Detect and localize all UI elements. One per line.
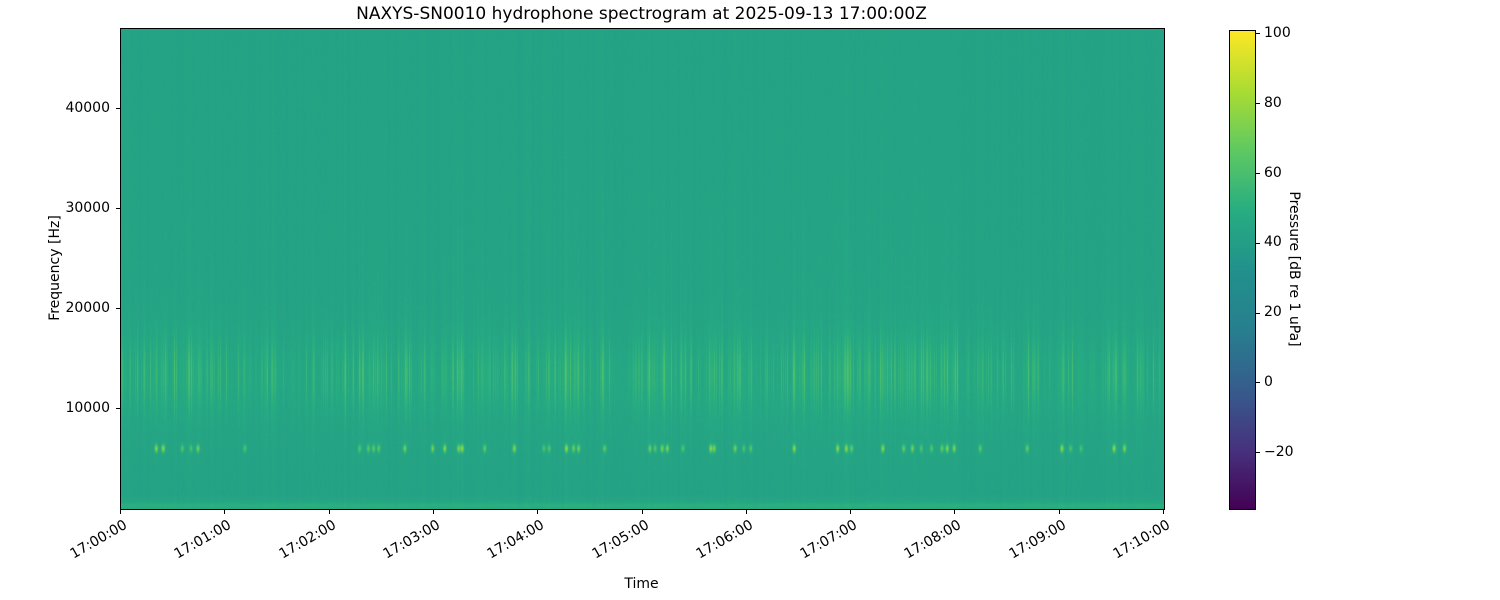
colorbar-tick (1256, 382, 1260, 384)
colorbar-tick-label: 60 (1264, 164, 1282, 181)
x-axis-tick (328, 510, 330, 514)
colorbar-tick-label: −20 (1264, 443, 1294, 460)
x-axis-tick (850, 510, 852, 514)
plot-title: NAXYS-SN0010 hydrophone spectrogram at 2… (356, 4, 927, 24)
y-axis-tick-label: 30000 (65, 199, 110, 216)
x-axis-tick (432, 510, 434, 514)
y-axis-tick (116, 408, 120, 409)
x-axis-tick (641, 510, 643, 514)
colorbar-tick-label: 20 (1264, 304, 1282, 321)
colorbar-tick (1256, 33, 1260, 35)
y-axis-tick (116, 308, 120, 309)
colorbar-tick-label: 100 (1264, 24, 1291, 41)
colorbar-label: Pressure [dB re 1 uPa] (1286, 191, 1302, 347)
y-axis-tick (116, 108, 120, 109)
colorbar-tick-label: 80 (1264, 94, 1282, 111)
colorbar (1229, 30, 1256, 510)
spectrogram-canvas (121, 29, 1164, 509)
colorbar-tick-label: 0 (1264, 373, 1273, 390)
x-axis-tick (745, 510, 747, 514)
x-axis-tick (1163, 510, 1164, 514)
x-axis-tick (954, 510, 956, 514)
spectrogram-plot (120, 28, 1165, 510)
colorbar-tick-label: 40 (1264, 234, 1282, 251)
x-axis-tick (120, 510, 121, 514)
colorbar-tick (1256, 103, 1260, 105)
x-axis-label: Time (624, 576, 659, 592)
colorbar-tick (1256, 312, 1260, 314)
x-axis-tick (537, 510, 539, 514)
colorbar-tick (1256, 173, 1260, 175)
y-axis-tick (116, 208, 120, 209)
y-axis-tick-label: 40000 (65, 99, 110, 116)
colorbar-tick (1256, 452, 1260, 454)
y-axis-tick-label: 20000 (65, 299, 110, 316)
x-axis-tick (1058, 510, 1060, 514)
colorbar-gradient (1230, 31, 1255, 509)
x-axis-tick-label: 17:00:00 (67, 517, 130, 563)
y-axis-label: Frequency [Hz] (47, 215, 63, 321)
x-axis-tick (224, 510, 226, 514)
colorbar-tick (1256, 242, 1260, 244)
y-axis-tick-label: 10000 (65, 399, 110, 416)
